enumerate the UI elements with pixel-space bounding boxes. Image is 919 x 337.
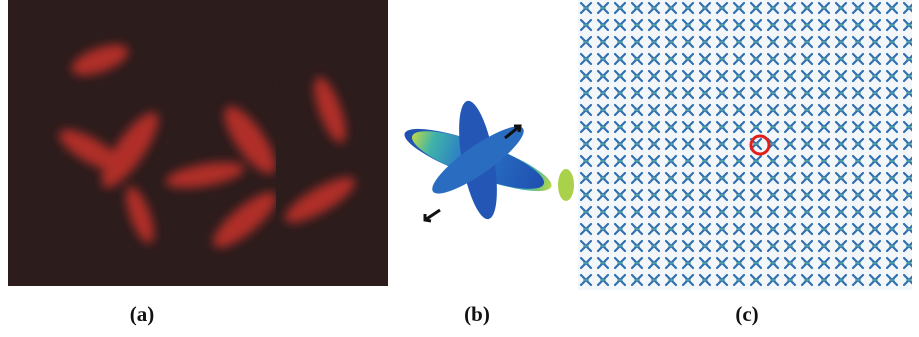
figure: (a) (b) (c) <box>0 0 919 332</box>
panel-b-glyph <box>388 86 574 252</box>
glyph-neighbour <box>558 169 574 201</box>
caption: (b) <box>464 302 490 326</box>
panel-a-extension <box>276 0 388 286</box>
glyph-field <box>578 0 912 290</box>
page: (a) (b) (c) (() => { const data = JSON.p… <box>0 0 919 332</box>
panel-c-field <box>578 0 912 290</box>
caption: (a) <box>130 302 155 326</box>
caption: (c) <box>735 302 758 326</box>
